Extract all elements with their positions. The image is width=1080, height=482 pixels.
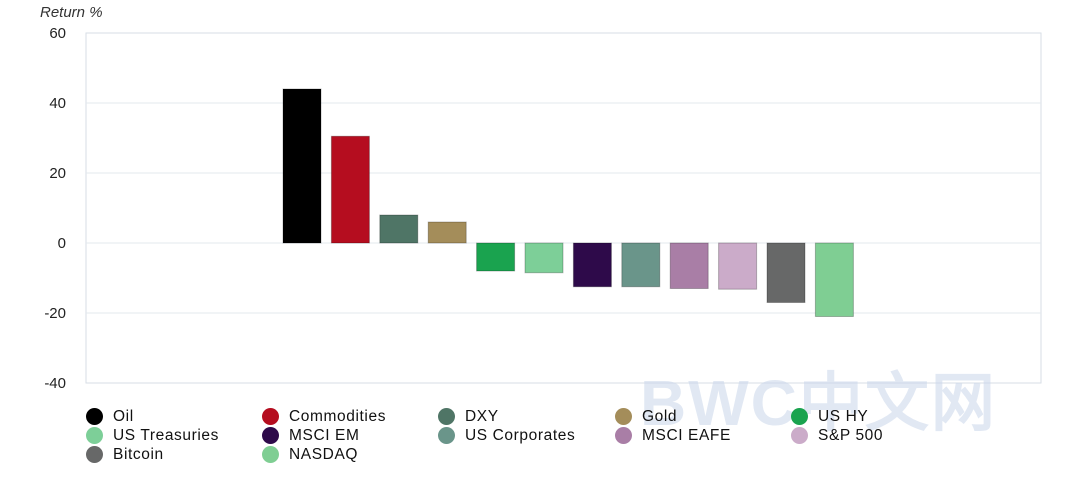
legend-label: US HY [818,407,869,425]
legend-label: Oil [113,407,134,425]
bar-bitcoin [766,242,806,303]
legend-swatch [86,446,103,463]
legend-label: Bitcoin [113,445,164,463]
legend-label: US Treasuries [113,426,219,444]
legend-item: S&P 500 [791,426,883,445]
legend-item: NASDAQ [262,445,358,464]
legend-swatch [86,427,103,444]
legend-item: MSCI EAFE [615,426,731,445]
y-tick-label: 0 [58,235,66,252]
legend-label: MSCI EAFE [642,426,731,444]
legend-swatch [262,446,279,463]
bar-us-corporates [621,242,661,288]
legend-item: Gold [615,407,677,426]
y-tick-labels: 60 40 20 0 -20 -40 [44,25,66,392]
bars [282,88,854,317]
bar-commodities [330,135,370,244]
legend-swatch [262,408,279,425]
bar-chart: 60 40 20 0 -20 -40 [44,25,1042,392]
legend-item: Oil [86,407,134,426]
legend-label: Gold [642,407,678,425]
legend-swatch [438,427,455,444]
bar-msci-em [572,242,612,288]
legend-label: MSCI EM [289,426,360,444]
legend-swatch [438,408,455,425]
legend-item: DXY [438,407,499,426]
legend-item: Commodities [262,407,386,426]
bar-us-hy [476,242,516,272]
legend-item: Bitcoin [86,445,164,464]
bar-gold [427,221,467,244]
y-tick-label: 40 [49,95,66,112]
legend-swatch [262,427,279,444]
legend-swatch [791,427,808,444]
y-tick-label: 60 [49,25,66,42]
legend-item: US Treasuries [86,426,219,445]
legend-swatch [86,408,103,425]
bar-s-p-500 [718,242,758,290]
legend-label: US Corporates [465,426,576,444]
bar-msci-eafe [669,242,709,289]
legend-item: MSCI EM [262,426,360,445]
legend-label: NASDAQ [289,445,359,463]
legend-label: DXY [465,407,499,425]
legend-label: Commodities [289,407,387,425]
y-axis-label: Return % [40,4,103,21]
legend-item: US HY [791,407,868,426]
y-tick-label: -20 [44,305,66,322]
legend-swatch [615,427,632,444]
gridlines [86,102,1041,314]
watermark: BWC中文网 [640,367,997,439]
legend-label: S&P 500 [818,426,884,444]
legend-swatch [791,408,808,425]
bar-nasdaq [814,242,854,317]
y-tick-label: -40 [44,375,66,392]
legend-swatch [615,408,632,425]
plot-area [85,32,1042,384]
bar-us-treasuries [524,242,564,274]
bar-oil [282,88,322,244]
y-tick-label: 20 [49,165,66,182]
legend-item: US Corporates [438,426,575,445]
bar-dxy [379,214,419,244]
